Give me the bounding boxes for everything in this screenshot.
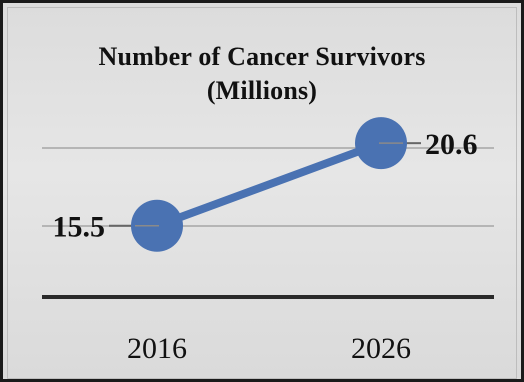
chart-title: Number of Cancer Survivors (Millions) <box>0 40 524 108</box>
data-label: 15.5 <box>53 211 106 244</box>
chart-inner-border <box>7 7 517 379</box>
x-tick-label: 2016 <box>127 332 187 365</box>
chart-title-line-2: (Millions) <box>206 76 318 105</box>
x-tick-label: 2026 <box>351 332 411 365</box>
data-label: 20.6 <box>425 128 478 161</box>
series-line <box>153 139 385 230</box>
chart-title-line-1: Number of Cancer Survivors <box>98 42 426 71</box>
